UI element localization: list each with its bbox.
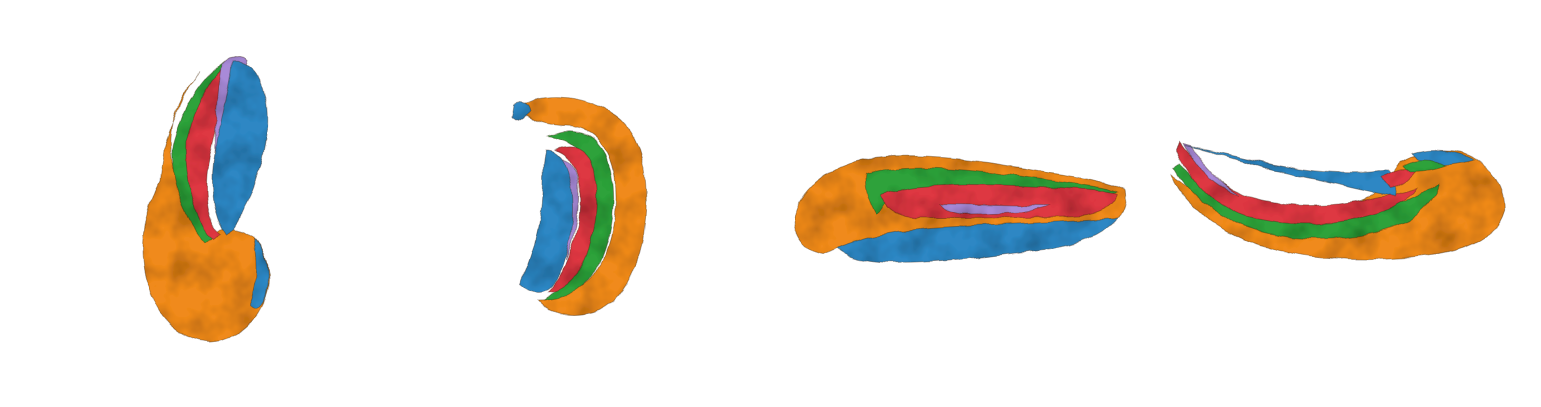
region-orange [142, 71, 270, 343]
region-red [1175, 141, 1420, 225]
region-blue-lower [249, 238, 269, 310]
region-violet [938, 203, 1052, 215]
region-red [546, 146, 598, 293]
brain-surface-view-2 [511, 96, 647, 316]
brain-surface-view-4 [1171, 141, 1505, 260]
brain-surface-view-1 [142, 56, 270, 343]
region-red [879, 183, 1119, 219]
region-green-cap [1403, 159, 1448, 173]
region-blue [212, 61, 269, 237]
region-violet [1183, 143, 1241, 197]
region-blue-top [511, 101, 531, 122]
region-blue [519, 149, 574, 293]
region-orange [517, 96, 647, 316]
brain-surface-view-3 [793, 155, 1128, 263]
